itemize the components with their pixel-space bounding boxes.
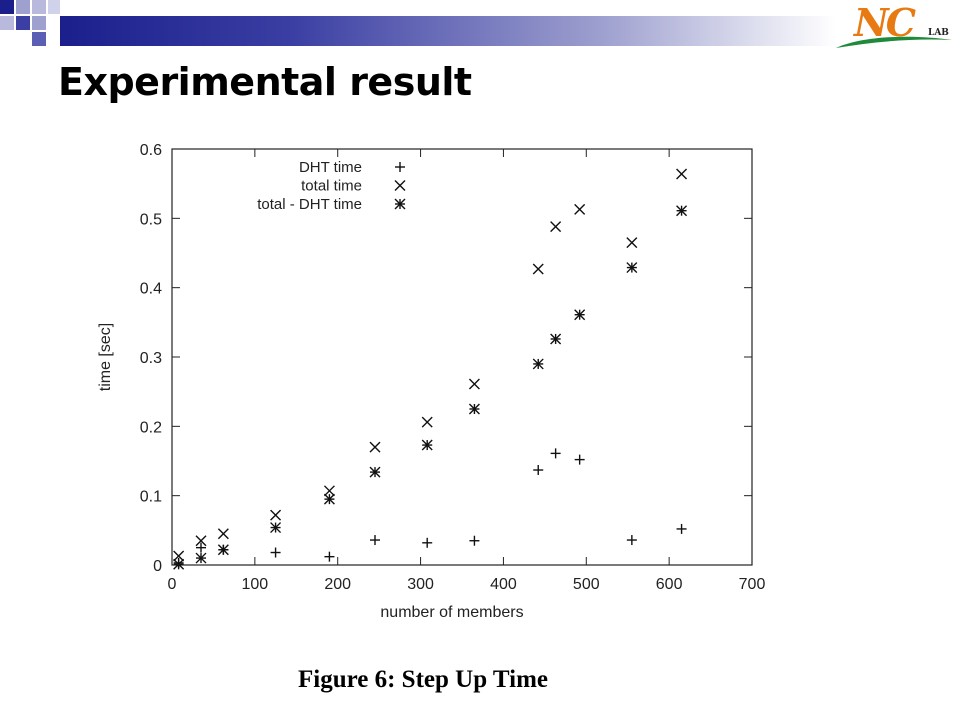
data-point-plus [422, 537, 433, 548]
data-point-star [217, 544, 229, 556]
data-point-star [574, 309, 586, 321]
y-tick-label: 0.5 [140, 211, 162, 228]
data-point-star [173, 558, 185, 570]
data-point-star [676, 205, 688, 217]
x-tick-label: 600 [656, 576, 683, 593]
y-tick-label: 0.3 [140, 350, 162, 367]
data-point-star [421, 439, 433, 451]
data-point-plus [370, 535, 380, 546]
header-square-dark [32, 32, 46, 46]
legend-marker-plus [395, 162, 405, 172]
y-tick-label: 0.1 [140, 489, 162, 506]
legend-marker-star [394, 198, 406, 210]
data-point-star [626, 262, 638, 274]
x-tick-label: 300 [407, 576, 434, 593]
data-point-star [532, 358, 544, 370]
data-point-star [323, 493, 335, 505]
x-tick-label: 700 [739, 576, 766, 593]
x-axis-label: number of members [380, 604, 523, 621]
data-point-plus [533, 465, 544, 476]
data-point-cross [270, 509, 282, 521]
legend-label: total time [301, 178, 362, 195]
logo-swoosh-icon [836, 36, 952, 48]
x-tick-label: 400 [490, 576, 517, 593]
header-square-light [0, 16, 14, 30]
data-point-cross [468, 378, 480, 390]
data-point-plus [574, 454, 585, 465]
header-square-light [32, 16, 46, 30]
nc-lab-logo: NC LAB [832, 0, 956, 54]
legend-marker-cross [394, 180, 406, 191]
header-square-dark [16, 16, 30, 30]
y-axis-label: time [sec] [97, 323, 114, 391]
y-tick-label: 0.2 [140, 419, 162, 436]
y-tick-label: 0.4 [140, 281, 162, 298]
logo-lab-text: LAB [928, 28, 949, 38]
data-point-cross [323, 485, 335, 497]
data-point-cross [626, 237, 638, 249]
data-point-cross [369, 441, 381, 453]
slide-title: Experimental result [58, 60, 472, 104]
data-point-cross [574, 203, 586, 215]
data-point-star [270, 522, 282, 534]
data-point-plus [626, 535, 637, 546]
data-point-cross [421, 416, 433, 428]
data-point-plus [324, 551, 335, 562]
data-point-cross [195, 535, 207, 547]
header-square-light [32, 0, 46, 14]
data-point-plus [196, 542, 206, 553]
x-tick-label: 100 [242, 576, 269, 593]
header-square-dark [0, 0, 14, 14]
header-square-light [16, 0, 30, 14]
y-tick-label: 0 [153, 558, 162, 575]
data-point-plus [469, 535, 480, 546]
data-point-star [369, 466, 381, 478]
y-tick-label: 0.6 [140, 142, 162, 159]
data-point-plus [270, 547, 281, 558]
header-square-light [48, 0, 60, 14]
x-tick-label: 500 [573, 576, 600, 593]
data-point-cross [217, 528, 229, 540]
data-point-cross [173, 550, 185, 562]
data-point-plus [676, 523, 687, 534]
data-point-star [468, 403, 480, 415]
legend-label: total - DHT time [257, 196, 362, 213]
data-point-cross [532, 263, 544, 275]
logo-mark: NC [854, 0, 916, 45]
x-tick-label: 0 [168, 576, 177, 593]
legend-label: DHT time [299, 159, 362, 176]
data-point-cross [550, 221, 562, 233]
data-point-star [550, 333, 562, 345]
figure-caption: Figure 6: Step Up Time [297, 666, 548, 693]
x-tick-label: 200 [324, 576, 351, 593]
data-point-plus [550, 448, 561, 459]
data-point-cross [676, 168, 688, 180]
data-point-star [195, 552, 207, 564]
header-gradient-bar [60, 16, 836, 46]
